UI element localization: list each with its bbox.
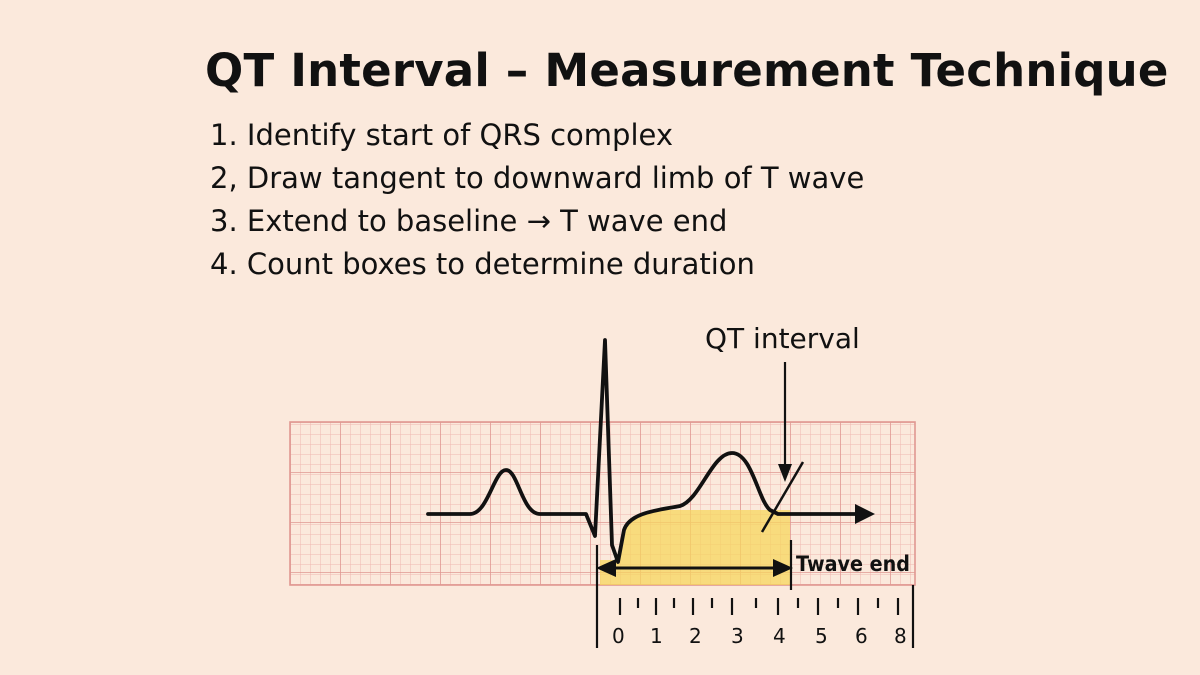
ecg-waveform [426, 338, 862, 564]
scale-number-5: 5 [815, 624, 828, 648]
scale-number-0: 0 [612, 624, 625, 648]
qt-interval-label: QT interval [705, 322, 860, 355]
scale-number-2: 2 [689, 624, 702, 648]
scale-number-4: 4 [773, 624, 786, 648]
step-1: 1. Identify start of QRS complex [210, 118, 674, 152]
step-4: 4. Count boxes to determine duration [210, 247, 755, 281]
measurement-ruler [595, 545, 915, 648]
scale-number-8: 8 [894, 624, 907, 648]
qt-highlight-area [600, 510, 790, 585]
scale-number-3: 3 [731, 624, 744, 648]
twave-end-label: Twave end [796, 552, 910, 576]
step-2: 2, Draw tangent to downward limb of T wa… [210, 161, 865, 195]
tangent-line [760, 461, 805, 533]
ecg-grid [290, 422, 915, 585]
scale-number-6: 6 [855, 624, 868, 648]
steps-list: 1. Identify start of QRS complex 2, Draw… [210, 114, 864, 286]
page-title: QT Interval – Measurement Technique [205, 44, 1169, 97]
baseline-arrowhead [855, 504, 875, 524]
scale-number-1: 1 [650, 624, 663, 648]
step-3: 3. Extend to baseline → T wave end [210, 204, 728, 238]
